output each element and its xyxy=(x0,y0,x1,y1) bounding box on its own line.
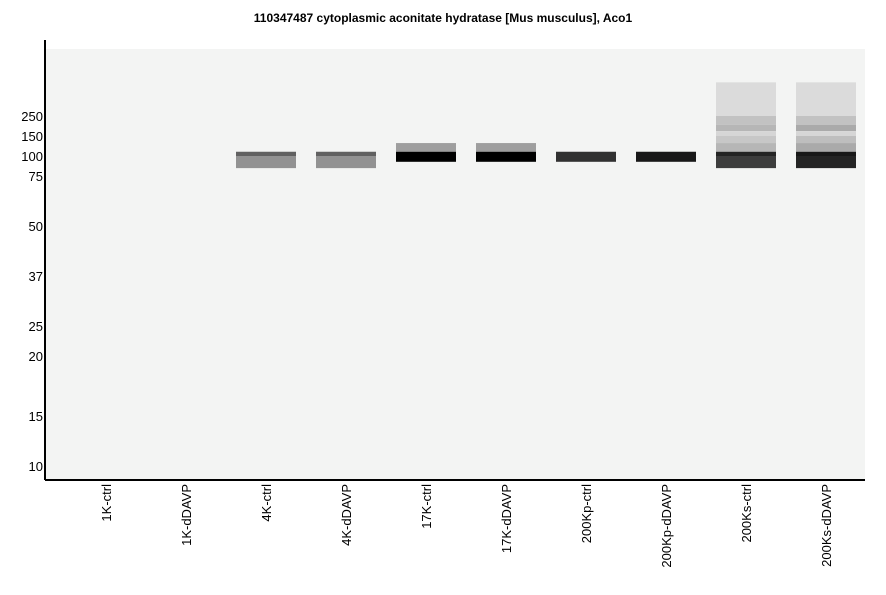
band xyxy=(396,151,456,162)
lane-labels: 1K-ctrl 1K-dDAVP 4K-ctrl 4K-dDAVP 17K-ctrl 17… xyxy=(99,484,834,568)
band xyxy=(716,131,776,136)
band xyxy=(716,124,776,132)
band xyxy=(716,82,776,116)
y-tick-label: 100 xyxy=(21,149,43,164)
band xyxy=(236,156,296,169)
band xyxy=(716,143,776,152)
band xyxy=(716,156,776,169)
y-tick-label: 75 xyxy=(29,169,43,184)
band xyxy=(796,156,856,169)
band xyxy=(636,151,696,162)
band xyxy=(716,116,776,125)
y-tick-label: 10 xyxy=(29,459,43,474)
band xyxy=(716,136,776,144)
y-tick-label: 50 xyxy=(29,219,43,234)
band xyxy=(796,82,856,116)
lane-label: 200Kp-dDAVP xyxy=(659,484,674,568)
lane-label: 200Kp-ctrl xyxy=(579,484,594,543)
lane-label: 200Ks-dDAVP xyxy=(819,484,834,567)
lane-label: 1K-ctrl xyxy=(99,484,114,522)
lane-label: 200Ks-ctrl xyxy=(739,484,754,543)
band xyxy=(316,151,376,156)
y-axis-ticks: 250 150 100 75 50 37 25 20 15 10 xyxy=(21,109,43,474)
y-tick-label: 15 xyxy=(29,409,43,424)
band xyxy=(796,116,856,125)
band xyxy=(476,151,536,162)
lane-label: 1K-dDAVP xyxy=(179,484,194,546)
band xyxy=(316,156,376,169)
band xyxy=(716,151,776,156)
lane-label: 4K-dDAVP xyxy=(339,484,354,546)
band xyxy=(236,151,296,156)
chart-title: 110347487 cytoplasmic aconitate hydratas… xyxy=(253,11,633,25)
band xyxy=(476,143,536,152)
band xyxy=(796,136,856,144)
band xyxy=(796,143,856,152)
band xyxy=(396,143,456,152)
band xyxy=(796,151,856,156)
band xyxy=(796,124,856,132)
lane-label: 17K-dDAVP xyxy=(499,484,514,553)
band-layer xyxy=(236,82,856,169)
y-tick-label: 20 xyxy=(29,349,43,364)
band xyxy=(796,131,856,136)
y-tick-label: 250 xyxy=(21,109,43,124)
lane-label: 17K-ctrl xyxy=(419,484,434,529)
y-tick-label: 25 xyxy=(29,319,43,334)
y-tick-label: 150 xyxy=(21,129,43,144)
band xyxy=(556,151,616,162)
lane-label: 4K-ctrl xyxy=(259,484,274,522)
y-tick-label: 37 xyxy=(29,269,43,284)
